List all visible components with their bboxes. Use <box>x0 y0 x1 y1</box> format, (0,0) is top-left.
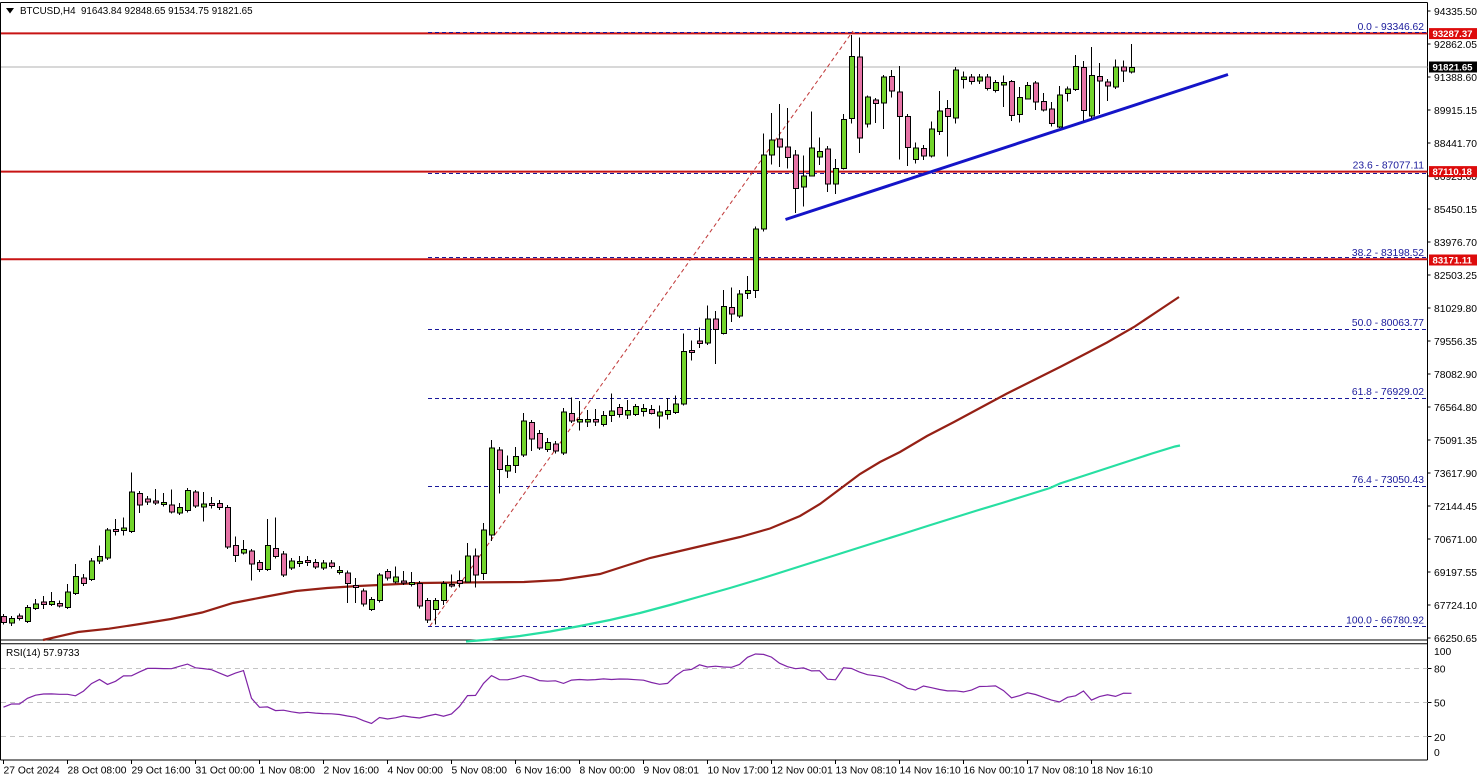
svg-text:BTCUSD,H4 91643.84 92848.65 9: BTCUSD,H4 91643.84 92848.65 91534.75 918… <box>20 6 253 17</box>
svg-text:85450.15: 85450.15 <box>1434 205 1477 216</box>
svg-text:16 Nov 00:10: 16 Nov 00:10 <box>964 766 1026 777</box>
svg-text:29 Oct 16:00: 29 Oct 16:00 <box>132 766 191 777</box>
svg-text:72144.45: 72144.45 <box>1434 502 1477 513</box>
svg-text:73617.90: 73617.90 <box>1434 469 1477 480</box>
svg-text:70671.00: 70671.00 <box>1434 535 1477 546</box>
svg-text:66250.65: 66250.65 <box>1434 634 1477 645</box>
svg-text:14 Nov 16:10: 14 Nov 16:10 <box>900 766 962 777</box>
svg-text:4 Nov 00:00: 4 Nov 00:00 <box>388 766 444 777</box>
svg-text:100.0 - 66780.92: 100.0 - 66780.92 <box>1346 616 1424 627</box>
svg-text:6 Nov 16:00: 6 Nov 16:00 <box>516 766 572 777</box>
svg-text:83976.70: 83976.70 <box>1434 238 1477 249</box>
svg-text:87110.18: 87110.18 <box>1433 167 1473 178</box>
svg-text:100: 100 <box>1434 647 1451 658</box>
svg-text:76.4 - 73050.43: 76.4 - 73050.43 <box>1352 475 1424 486</box>
svg-text:50: 50 <box>1434 698 1446 709</box>
svg-text:69197.55: 69197.55 <box>1434 568 1477 579</box>
svg-text:79556.35: 79556.35 <box>1434 337 1477 348</box>
svg-text:18 Nov 16:10: 18 Nov 16:10 <box>1092 766 1154 777</box>
svg-text:93287.37: 93287.37 <box>1433 29 1473 40</box>
svg-text:12 Nov 00:01: 12 Nov 00:01 <box>772 766 834 777</box>
svg-text:0: 0 <box>1434 748 1440 759</box>
svg-text:23.6 - 87077.11: 23.6 - 87077.11 <box>1353 161 1425 172</box>
svg-text:81029.80: 81029.80 <box>1434 304 1477 315</box>
svg-text:94335.50: 94335.50 <box>1434 7 1477 18</box>
svg-text:8 Nov 00:00: 8 Nov 00:00 <box>580 766 636 777</box>
svg-text:13 Nov 08:10: 13 Nov 08:10 <box>836 766 898 777</box>
svg-text:91388.60: 91388.60 <box>1434 73 1477 84</box>
svg-text:5 Nov 08:00: 5 Nov 08:00 <box>452 766 508 777</box>
svg-text:10 Nov 17:00: 10 Nov 17:00 <box>708 766 770 777</box>
svg-text:88441.70: 88441.70 <box>1434 139 1477 150</box>
svg-text:91821.65: 91821.65 <box>1433 63 1474 74</box>
svg-text:31 Oct 00:00: 31 Oct 00:00 <box>196 766 255 777</box>
svg-text:1 Nov 08:00: 1 Nov 08:00 <box>260 766 316 777</box>
svg-text:83171.11: 83171.11 <box>1433 256 1473 267</box>
svg-text:50.0 - 80063.77: 50.0 - 80063.77 <box>1352 318 1424 329</box>
svg-text:76564.80: 76564.80 <box>1434 403 1477 414</box>
svg-text:75091.35: 75091.35 <box>1434 436 1477 447</box>
svg-text:86923.60: 86923.60 <box>1434 172 1477 183</box>
svg-text:0.0 - 93346.62: 0.0 - 93346.62 <box>1358 22 1425 33</box>
svg-text:67724.10: 67724.10 <box>1434 601 1477 612</box>
svg-text:9 Nov 08:01: 9 Nov 08:01 <box>644 766 700 777</box>
svg-text:92862.05: 92862.05 <box>1434 40 1477 51</box>
svg-text:27 Oct 2024: 27 Oct 2024 <box>4 766 60 777</box>
svg-text:89915.15: 89915.15 <box>1434 106 1477 117</box>
svg-text:20: 20 <box>1434 733 1446 744</box>
svg-text:17 Nov 08:10: 17 Nov 08:10 <box>1028 766 1090 777</box>
svg-text:80: 80 <box>1434 664 1446 675</box>
svg-text:38.2 - 83198.52: 38.2 - 83198.52 <box>1352 248 1424 259</box>
svg-text:2 Nov 16:00: 2 Nov 16:00 <box>324 766 380 777</box>
svg-text:28 Oct 08:00: 28 Oct 08:00 <box>68 766 127 777</box>
svg-text:82503.25: 82503.25 <box>1434 271 1477 282</box>
svg-text:61.8 - 76929.02: 61.8 - 76929.02 <box>1352 387 1424 398</box>
svg-text:RSI(14) 57.9733: RSI(14) 57.9733 <box>6 648 80 659</box>
svg-text:78082.90: 78082.90 <box>1434 370 1477 381</box>
